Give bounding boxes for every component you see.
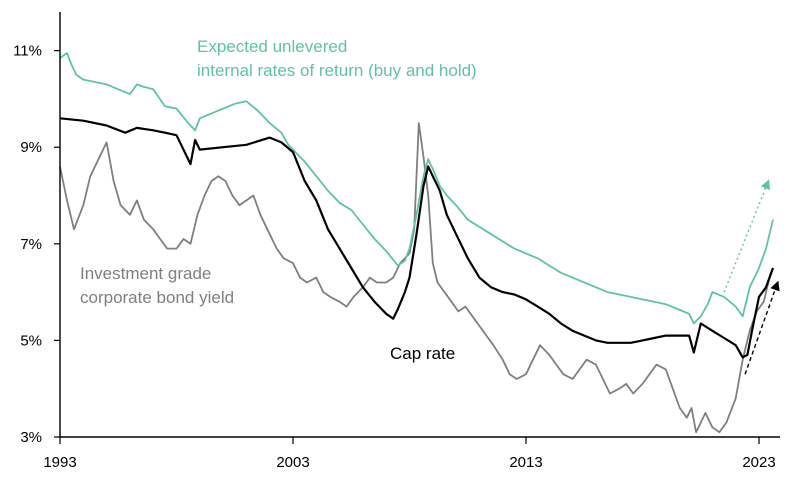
series-annotation-expected-irr: Expected unlevered — [197, 37, 347, 56]
series-annotation-bond-yield: corporate bond yield — [80, 288, 234, 307]
series-annotation-bond-yield: Investment grade — [80, 264, 211, 283]
x-tick-label: 2003 — [276, 454, 309, 471]
y-tick-label: 3% — [20, 429, 42, 446]
series-line-cap-rate — [59, 117, 775, 359]
x-tick-label: 2013 — [509, 454, 542, 471]
trend-arrow-cap-rate — [744, 280, 780, 375]
trend-arrow-expected-irr — [723, 179, 770, 293]
series-line-expected-irr — [59, 52, 774, 325]
series-line-bond-yield — [59, 122, 772, 434]
y-tick-label: 5% — [20, 332, 42, 349]
x-tick-label: 1993 — [43, 454, 76, 471]
y-tick-label: 7% — [20, 236, 42, 253]
series-annotation-expected-irr: internal rates of return (buy and hold) — [197, 61, 477, 80]
y-tick-label: 11% — [13, 43, 42, 60]
series-annotation-cap-rate: Cap rate — [390, 344, 455, 363]
y-tick-label: 9% — [20, 139, 42, 156]
x-tick-label: 2023 — [742, 454, 775, 471]
